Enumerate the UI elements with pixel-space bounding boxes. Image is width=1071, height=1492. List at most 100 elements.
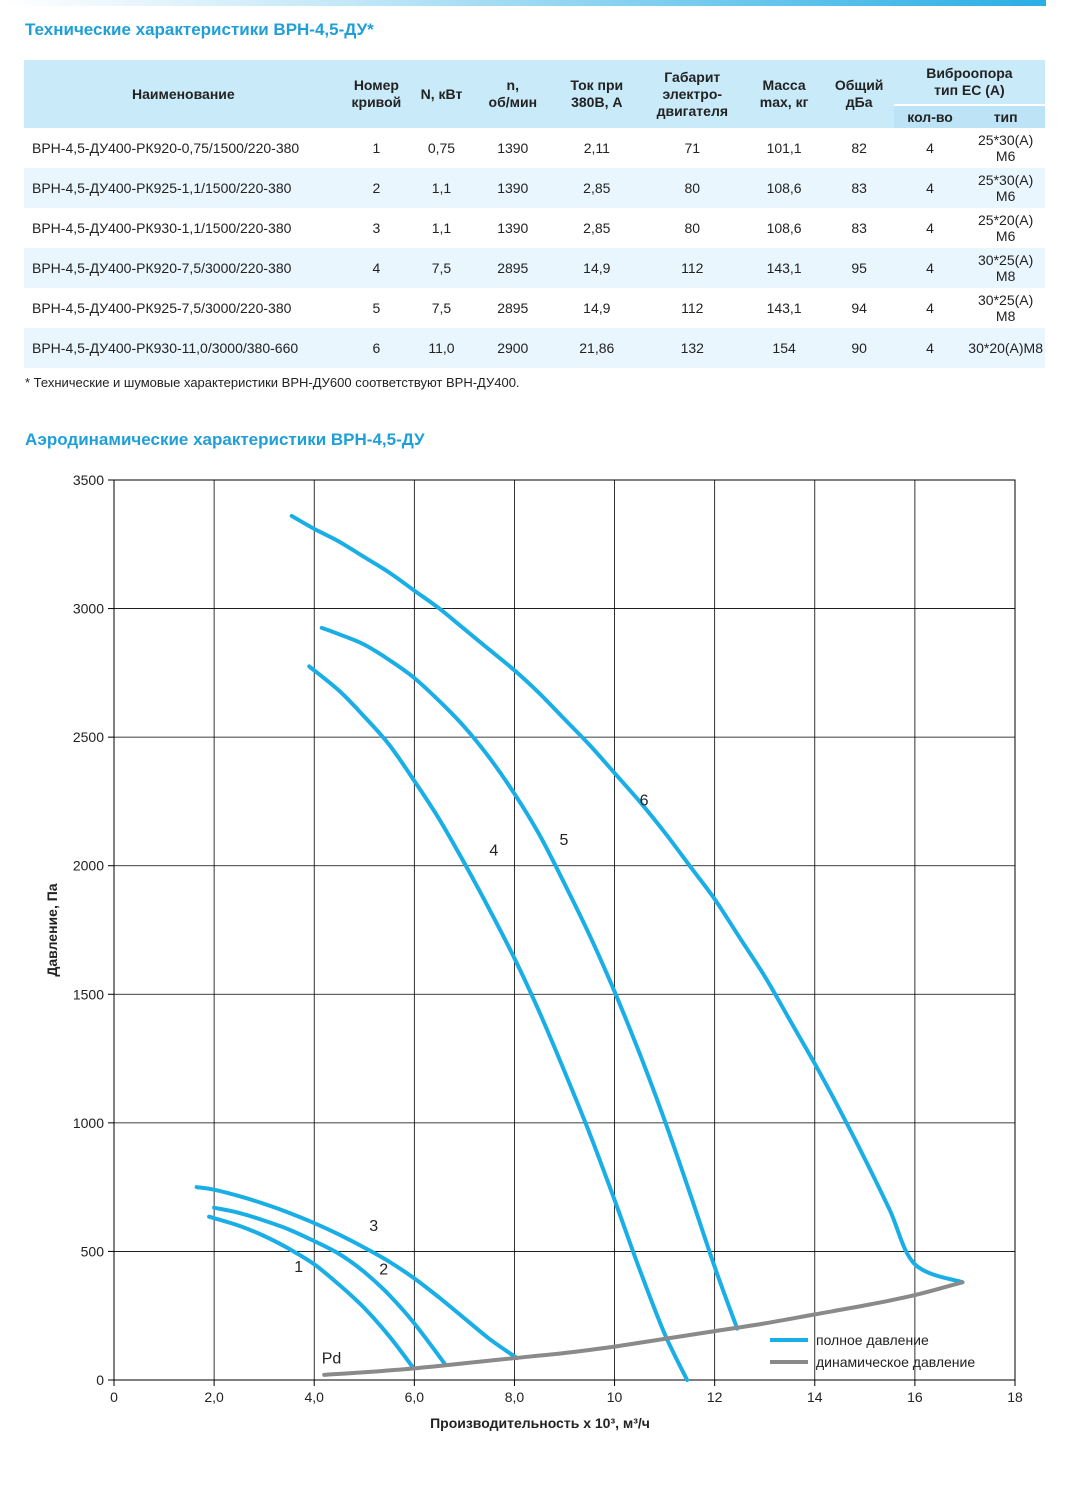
table-cell: 1390 bbox=[497, 220, 529, 236]
table-cell: 108,6 bbox=[743, 168, 825, 208]
table-cell: 90 bbox=[824, 328, 894, 368]
table-row: ВРН-4,5-ДУ400-РК920-7,5/3000/220-380 4 7,5… bbox=[24, 248, 1045, 288]
table-cell: 30*20(А)М8 bbox=[966, 328, 1045, 368]
table-cell: 108,6 bbox=[766, 220, 802, 236]
table-cell: ВРН-4,5-ДУ400-РК920-7,5/3000/220-380 bbox=[24, 248, 343, 288]
table-cell: 11,0 bbox=[410, 328, 473, 368]
series-line-curve-4 bbox=[307, 664, 690, 1382]
table-cell: 71 bbox=[684, 140, 701, 156]
table-cell: 1390 bbox=[497, 140, 529, 156]
table-cell: 3 bbox=[372, 220, 381, 236]
table-cell: 4 bbox=[893, 168, 967, 208]
table-cell: 2895 bbox=[497, 300, 529, 316]
y-tick-label: 1000 bbox=[73, 1115, 104, 1131]
curve-label-2: 2 bbox=[379, 1262, 388, 1279]
table-cell: ВРН-4,5-ДУ400-РК925-7,5/3000/220-380 bbox=[32, 300, 292, 316]
table-cell: 14,9 bbox=[552, 248, 641, 288]
table-cell: 112 bbox=[640, 248, 744, 288]
section-title-specs: Технические характеристики ВРН-4,5-ДУ* bbox=[25, 20, 374, 39]
table-cell: 5 bbox=[372, 300, 381, 316]
table-cell: 30*25(А) М8 bbox=[966, 248, 1045, 288]
table-cell: 112 bbox=[681, 300, 704, 316]
plot-frame bbox=[113, 479, 1016, 1381]
series-line-curve-2 bbox=[212, 1205, 447, 1366]
table-cell: 2 bbox=[342, 168, 411, 208]
series-line-dynamic-pressure bbox=[322, 1280, 965, 1377]
legend-label-full: полное давление bbox=[816, 1332, 929, 1348]
curve-label-5: 5 bbox=[559, 832, 568, 849]
x-tick-label: 2,0 bbox=[204, 1389, 224, 1405]
series-line-curve-6 bbox=[289, 514, 965, 1285]
table-cell: ВРН-4,5-ДУ400-РК930-1,1/1500/220-380 bbox=[32, 220, 292, 236]
table-cell: 7,5 bbox=[410, 248, 473, 288]
table-cell: 132 bbox=[640, 328, 744, 368]
table-cell: 1390 bbox=[472, 168, 553, 208]
table-cell: 83 bbox=[851, 220, 867, 236]
table-cell: 7,5 bbox=[431, 300, 452, 316]
series-line-curve-3 bbox=[194, 1185, 519, 1361]
series-line-curve-5 bbox=[319, 625, 740, 1331]
x-tick-label: 4,0 bbox=[304, 1389, 324, 1405]
y-tick-label: 2500 bbox=[73, 729, 104, 745]
table-cell: ВРН-4,5-ДУ400-РК925-1,1/1500/220-380 bbox=[24, 168, 343, 208]
table-cell: 1 bbox=[372, 140, 381, 156]
chart-series bbox=[194, 514, 965, 1382]
section-title-aero: Аэродинамические характеристики ВРН-4,5-… bbox=[25, 430, 425, 449]
table-cell: 30*25(А) М8 bbox=[978, 292, 1034, 324]
legend-label-dynamic: динамическое давление bbox=[816, 1354, 975, 1370]
table-cell: 4 bbox=[926, 140, 934, 156]
y-tick-label: 1500 bbox=[73, 986, 104, 1002]
header-vibro-qty: кол-во bbox=[893, 104, 967, 128]
header-power: N, кВт bbox=[410, 60, 473, 128]
curve-label-1: 1 bbox=[294, 1259, 303, 1276]
table-cell: 25*20(А) М6 bbox=[978, 212, 1034, 244]
table-row: ВРН-4,5-ДУ400-РК930-1,1/1500/220-380 3 1,1… bbox=[24, 208, 1045, 248]
table-cell: 21,86 bbox=[552, 328, 641, 368]
header-current: Ток при 380В, А bbox=[552, 60, 641, 128]
x-tick-label: 16 bbox=[907, 1389, 923, 1405]
table-cell: 25*30(А) М6 bbox=[966, 168, 1045, 208]
table-cell: 4 bbox=[342, 248, 411, 288]
table-cell: 14,9 bbox=[583, 300, 611, 316]
table-row: ВРН-4,5-ДУ400-РК925-7,5/3000/220-380 5 7,5… bbox=[24, 288, 1045, 328]
table-cell: 94 bbox=[851, 300, 867, 316]
table-cell: 2,85 bbox=[583, 220, 611, 236]
table-cell: 2,11 bbox=[583, 140, 610, 156]
chart-legend: полное давление динамическое давление bbox=[770, 1332, 975, 1370]
y-tick-label: 2000 bbox=[73, 858, 104, 874]
table-cell: 80 bbox=[684, 220, 701, 236]
table-cell: 6 bbox=[342, 328, 411, 368]
top-accent-bar bbox=[0, 0, 1046, 6]
x-tick-label: 10 bbox=[607, 1389, 623, 1405]
table-cell: 1,1 bbox=[410, 168, 473, 208]
table-cell: 95 bbox=[824, 248, 894, 288]
table-cell: 2,85 bbox=[552, 168, 641, 208]
table-cell: 4 bbox=[926, 220, 934, 236]
y-tick-label: 3500 bbox=[73, 472, 104, 488]
table-row: ВРН-4,5-ДУ400-РК925-1,1/1500/220-380 2 1,1… bbox=[24, 168, 1045, 208]
y-axis-label: Давление, Па bbox=[44, 883, 60, 976]
y-axis-ticks: 0 500 1000 1500 2000 2500 3000 3500 bbox=[73, 472, 114, 1388]
header-curve: Номер кривой bbox=[342, 60, 411, 128]
table-cell: 143,1 bbox=[766, 300, 802, 316]
spec-table: Наименование Номер кривой N, кВт n, об/м… bbox=[24, 60, 1045, 368]
table-cell: 4 bbox=[893, 328, 967, 368]
table-row: ВРН-4,5-ДУ400-РК920-0,75/1500/220-380 1 0,… bbox=[24, 128, 1045, 168]
table-cell: 2900 bbox=[472, 328, 553, 368]
table-cell: 2895 bbox=[472, 248, 553, 288]
header-mass: Масса max, кг bbox=[743, 60, 825, 128]
spec-table-body: ВРН-4,5-ДУ400-РК920-0,75/1500/220-380 1 0,… bbox=[24, 128, 1045, 368]
table-row: ВРН-4,5-ДУ400-РК930-11,0/3000/380-660 6 11… bbox=[24, 328, 1045, 368]
x-tick-label: 6,0 bbox=[405, 1389, 425, 1405]
chart-grid bbox=[113, 479, 1016, 1381]
header-noise: Общий дБа bbox=[824, 60, 894, 128]
header-name: Наименование bbox=[24, 60, 343, 128]
table-cell: 154 bbox=[743, 328, 825, 368]
x-tick-label: 18 bbox=[1007, 1389, 1023, 1405]
table-cell: 0,75 bbox=[427, 140, 456, 156]
x-axis-ticks: 0 2,0 4,0 6,0 8,0 10 12 14 16 18 bbox=[110, 1380, 1023, 1405]
y-tick-label: 0 bbox=[96, 1372, 104, 1388]
table-cell: 4 bbox=[926, 300, 934, 316]
footnote: * Технические и шумовые характеристики В… bbox=[25, 375, 520, 390]
x-tick-label: 8,0 bbox=[505, 1389, 525, 1405]
